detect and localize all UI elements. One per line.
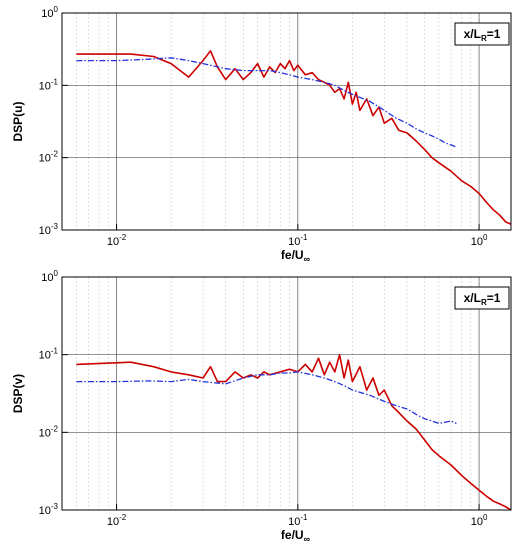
- annotation-box: [454, 286, 510, 310]
- y-tick-label: 10-1: [39, 77, 59, 92]
- series-line-dashdot: [76, 57, 457, 148]
- plot-area: [62, 277, 511, 510]
- series-group: [76, 50, 511, 226]
- annotation-box: [454, 22, 510, 46]
- panel-dsp-v: 10-2 10-1 100 10-3 10-2 10-1 100 fe/U∞ DSP(v) x/L…: [11, 269, 512, 543]
- series-group: [76, 353, 511, 510]
- annotation-text: x/LR=1: [464, 291, 501, 307]
- grid: [62, 276, 511, 511]
- y-tick-label: 100: [41, 5, 58, 20]
- plot-frame: [61, 12, 512, 231]
- series-line-solid: [76, 50, 511, 226]
- y-tick-label: 10-2: [39, 424, 59, 439]
- y-axis-label: DSP(u): [11, 102, 25, 142]
- y-axis-label: DSP(v): [11, 374, 25, 413]
- y-tick-label: 10-2: [39, 150, 59, 165]
- y-tick-label: 10-3: [39, 222, 59, 237]
- x-tick-label: 100: [471, 513, 488, 528]
- x-tick-label: 10-2: [107, 233, 127, 248]
- y-tick-label: 10-3: [39, 502, 59, 517]
- plot-frame: [61, 276, 512, 511]
- x-tick-label: 10-1: [288, 513, 308, 528]
- panel-dsp-u: 10-2 10-1 100 10-3 10-2 10-1 100 fe/U∞ DSP(u) x/L…: [11, 5, 512, 264]
- x-tick-label: 10-2: [107, 513, 127, 528]
- series-line-solid: [76, 353, 511, 510]
- x-tick-label: 10-1: [288, 233, 308, 248]
- y-tick-label: 10-1: [39, 347, 59, 362]
- annotation-text: x/LR=1: [464, 27, 501, 43]
- plot-area: [62, 13, 511, 230]
- y-tick-label: 100: [41, 269, 58, 284]
- x-axis-label: fe/U∞: [281, 528, 311, 543]
- series-line-dashdot: [76, 371, 457, 425]
- x-tick-label: 100: [471, 233, 488, 248]
- x-axis-label: fe/U∞: [281, 248, 311, 264]
